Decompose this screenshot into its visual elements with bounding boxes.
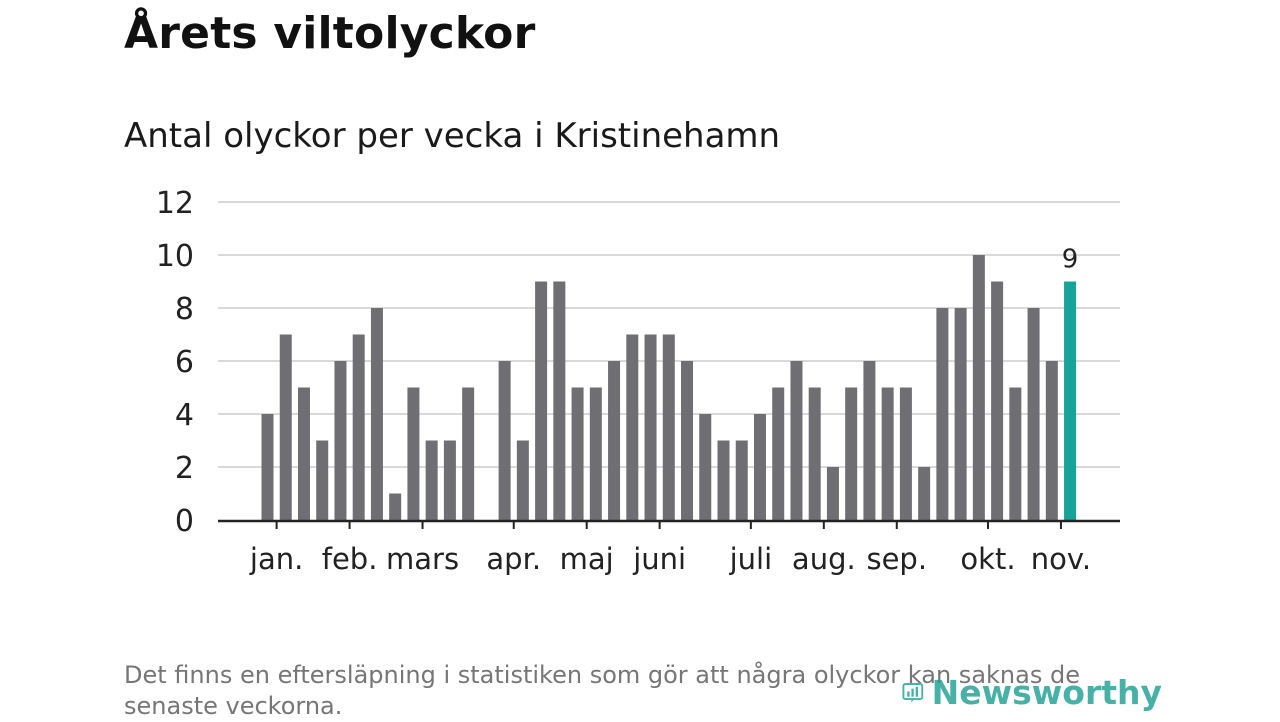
bar-chart: 0 2 4 6 8 10 12 9 jan. feb. mars apr. maj juni juli aug…: [156, 186, 1120, 576]
x-tick-label: maj: [560, 542, 614, 576]
bar: [699, 414, 712, 520]
x-tick-label: jan.: [249, 542, 303, 576]
x-tick-label: aug.: [792, 542, 856, 576]
bar: [443, 440, 456, 520]
y-tick-label: 6: [175, 345, 194, 380]
y-tick-label: 12: [156, 186, 194, 221]
brand-name: Newsworthy: [931, 672, 1162, 712]
bar: [972, 255, 985, 520]
bar: [352, 334, 365, 520]
bar: [553, 281, 566, 520]
bar: [571, 387, 584, 520]
brand-logo: Newsworthy: [902, 668, 1162, 716]
data-label: 9: [1062, 245, 1079, 275]
bar: [316, 440, 329, 520]
x-tick-label: mars: [386, 542, 459, 576]
bar: [297, 387, 310, 520]
bar: [918, 467, 931, 520]
bar: [863, 361, 876, 520]
page-title: Årets viltolyckor: [124, 8, 536, 59]
bar: [334, 361, 347, 520]
bar: [516, 440, 529, 520]
bar: [735, 440, 748, 520]
bar: [608, 361, 621, 520]
bar: [498, 361, 511, 520]
bar: [954, 308, 967, 520]
bar: [881, 387, 894, 520]
bar: [845, 387, 858, 520]
bar: [626, 334, 639, 520]
y-tick-label: 10: [156, 239, 194, 274]
chart-subtitle: Antal olyckor per vecka i Kristinehamn: [124, 116, 781, 156]
bar: [1027, 308, 1040, 520]
newsworthy-logo-icon: [902, 683, 924, 703]
bar: [991, 281, 1004, 520]
y-tick-label: 0: [175, 504, 194, 539]
x-tick-label: feb.: [322, 542, 378, 576]
bar: [425, 440, 438, 520]
bar: [389, 493, 402, 520]
bar: [261, 414, 274, 520]
bar: [462, 387, 475, 520]
bar: [370, 308, 383, 520]
x-tick-label: juli: [729, 542, 773, 576]
bar: [772, 387, 785, 520]
bar: [589, 387, 602, 520]
bar: [936, 308, 949, 520]
bar: [790, 361, 803, 520]
bar: [662, 334, 675, 520]
bar: [826, 467, 839, 520]
bar: [808, 387, 821, 520]
bar: [1009, 387, 1022, 520]
x-tick-label: okt.: [960, 542, 1015, 576]
y-tick-label: 4: [175, 398, 194, 433]
bar: [899, 387, 912, 520]
bar: [753, 414, 766, 520]
x-tick-label: sep.: [866, 542, 927, 576]
x-tick-label: apr.: [486, 542, 541, 576]
bar: [1045, 361, 1058, 520]
bar: [535, 281, 548, 520]
y-tick-label: 2: [175, 451, 194, 486]
bar: [644, 334, 657, 520]
x-tick-label: nov.: [1031, 542, 1091, 576]
y-tick-label: 8: [175, 292, 194, 327]
x-tick-label: juni: [632, 542, 686, 576]
bar: [681, 361, 694, 520]
bar: [717, 440, 730, 520]
bar: [407, 387, 420, 520]
bar: [279, 334, 292, 520]
bar-highlight: [1064, 281, 1077, 520]
